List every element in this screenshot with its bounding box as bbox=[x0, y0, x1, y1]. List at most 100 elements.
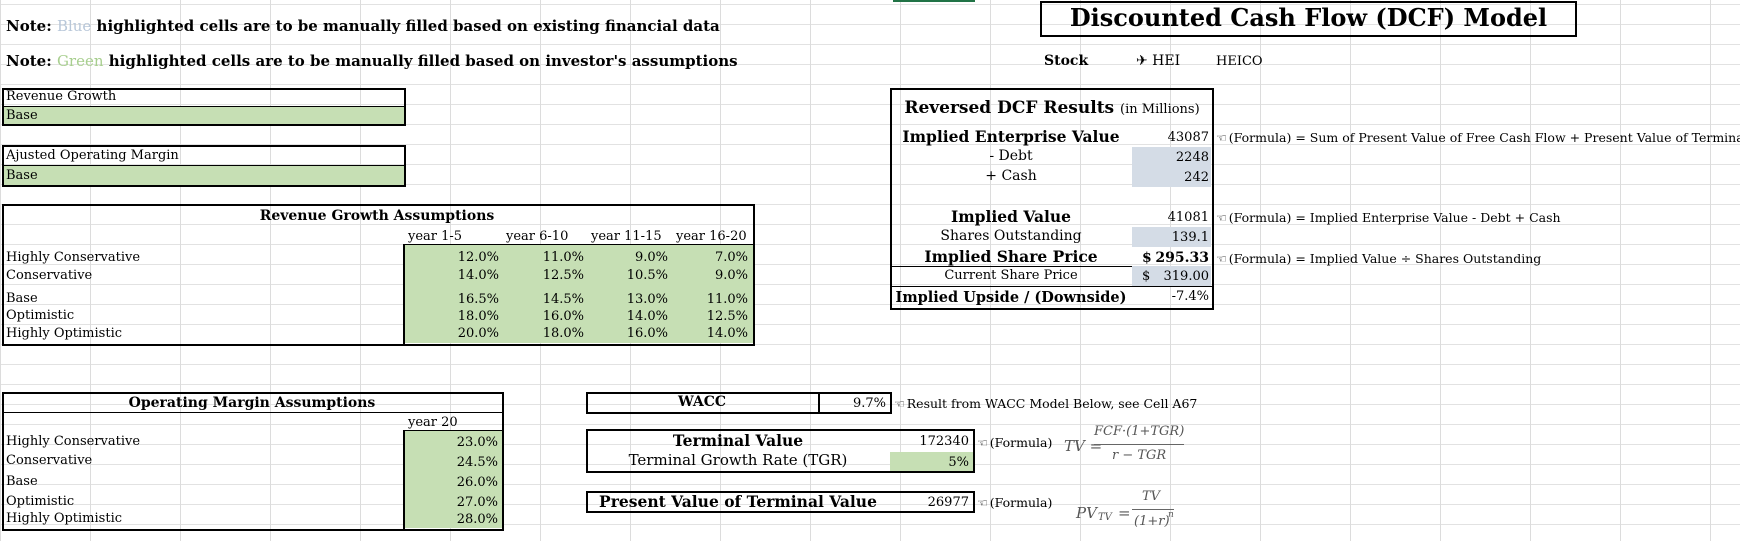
rg-col-2: year 6-10 bbox=[506, 229, 569, 244]
tv-formula: TV = FCF·(1+TGR) r − TGR bbox=[1064, 424, 1185, 463]
isp-label: Implied Share Price bbox=[924, 247, 1098, 266]
csp-dollar: $ bbox=[1142, 269, 1151, 284]
operating-margin-table bbox=[2, 392, 504, 531]
iv-label: Implied Value bbox=[950, 207, 1072, 226]
page-title: Discounted Cash Flow (DCF) Model bbox=[1069, 3, 1548, 32]
om-cell[interactable]: 26.0% bbox=[456, 475, 498, 490]
rg-cell[interactable]: 14.0% bbox=[457, 268, 499, 283]
rg-cell[interactable]: 20.0% bbox=[457, 326, 499, 341]
rg-cell[interactable]: 12.0% bbox=[457, 250, 499, 265]
ev-value[interactable]: 43087 bbox=[1167, 130, 1209, 145]
pointing-hand-icon: ☜ bbox=[1216, 211, 1227, 225]
rg-cell[interactable]: 9.0% bbox=[634, 250, 668, 265]
tgr-label: Terminal Growth Rate (TGR) bbox=[628, 451, 848, 469]
note-green: Note: Green highlighted cells are to be … bbox=[6, 52, 738, 70]
csp-value[interactable]: 319.00 bbox=[1163, 269, 1210, 284]
rg-row-label: Highly Optimistic bbox=[6, 326, 123, 341]
pointing-hand-icon: ☜ bbox=[1216, 252, 1227, 266]
pv-terminal-value[interactable]: 26977 bbox=[927, 495, 969, 510]
pv-formula: PV TV = TV (1+r) n bbox=[1076, 489, 1174, 529]
rg-cell[interactable]: 18.0% bbox=[542, 326, 584, 341]
wacc-value[interactable]: 9.7% bbox=[852, 396, 886, 411]
rg-cell[interactable]: 16.0% bbox=[542, 309, 584, 324]
stock-ticker[interactable]: ✈ HEI bbox=[1136, 53, 1181, 69]
title-box bbox=[1040, 1, 1577, 37]
pv-terminal-box bbox=[586, 491, 975, 513]
revenue-growth-dropdown[interactable]: Base bbox=[6, 108, 38, 123]
wacc-note: ☜ Result from WACC Model Below, see Cell … bbox=[894, 396, 1198, 411]
pointing-hand-icon: ☜ bbox=[977, 436, 988, 450]
rg-cell[interactable]: 14.5% bbox=[542, 292, 584, 307]
om-cell[interactable]: 24.5% bbox=[456, 455, 498, 470]
rg-cell[interactable]: 14.0% bbox=[626, 309, 668, 324]
reversed-dcf-title: Reversed DCF Results (in Millions) bbox=[904, 98, 1200, 118]
pointing-hand-icon: ☜ bbox=[1216, 131, 1227, 145]
rg-row-label: Base bbox=[6, 291, 38, 306]
om-row-label: Optimistic bbox=[6, 494, 75, 509]
om-cell[interactable]: 23.0% bbox=[456, 435, 498, 450]
isp-value[interactable]: 295.33 bbox=[1155, 250, 1209, 266]
revenue-growth-label: Revenue Growth bbox=[6, 89, 117, 104]
rg-cell[interactable]: 13.0% bbox=[626, 292, 668, 307]
operating-margin-green-area bbox=[404, 430, 502, 528]
rg-cell[interactable]: 11.0% bbox=[542, 250, 584, 265]
rg-cell[interactable]: 16.0% bbox=[626, 326, 668, 341]
margin-dropdown[interactable]: Base bbox=[6, 168, 38, 183]
ev-label: Implied Enterprise Value bbox=[902, 127, 1120, 146]
om-cell[interactable]: 28.0% bbox=[456, 512, 498, 527]
rg-col-1: year 1-5 bbox=[408, 229, 463, 244]
note-blue-word: Blue bbox=[56, 17, 92, 35]
debt-value[interactable]: 2248 bbox=[1175, 150, 1209, 165]
om-row-label: Base bbox=[6, 474, 38, 489]
iv-value[interactable]: 41081 bbox=[1167, 210, 1209, 225]
upside-value[interactable]: -7.4% bbox=[1171, 289, 1209, 304]
rg-col-3: year 11-15 bbox=[591, 229, 662, 244]
rg-row-label: Optimistic bbox=[6, 308, 75, 323]
rg-cell[interactable]: 18.0% bbox=[457, 309, 499, 324]
rg-cell[interactable]: 12.5% bbox=[706, 309, 748, 324]
pointing-hand-icon: ☜ bbox=[977, 496, 988, 510]
rg-row-label: Highly Conservative bbox=[6, 250, 141, 265]
pv-terminal-label: Present Value of Terminal Value bbox=[599, 492, 877, 511]
upside-label: Implied Upside / (Downside) bbox=[895, 289, 1127, 306]
revenue-growth-green-area bbox=[404, 244, 753, 343]
rg-row-label: Conservative bbox=[6, 268, 93, 283]
wacc-box bbox=[586, 392, 892, 414]
om-row-label: Highly Conservative bbox=[6, 434, 141, 449]
tgr-value[interactable]: 5% bbox=[948, 455, 969, 470]
cell-selection-marker bbox=[893, 0, 975, 2]
cash-label: + Cash bbox=[985, 168, 1037, 184]
note-green-word: Green bbox=[56, 52, 104, 70]
revenue-growth-title: Revenue Growth Assumptions bbox=[259, 208, 495, 224]
rg-cell[interactable]: 9.0% bbox=[714, 268, 748, 283]
rg-cell[interactable]: 10.5% bbox=[626, 268, 668, 283]
pointing-hand-icon: ☜ bbox=[894, 397, 905, 411]
wacc-label: WACC bbox=[678, 394, 726, 410]
rg-cell[interactable]: 12.5% bbox=[542, 268, 584, 283]
rg-cell[interactable]: 7.0% bbox=[714, 250, 748, 265]
margin-selector bbox=[2, 145, 406, 187]
rg-cell[interactable]: 11.0% bbox=[706, 292, 748, 307]
csp-label: Current Share Price bbox=[944, 268, 1078, 283]
terminal-value-box bbox=[586, 429, 975, 473]
rg-cell[interactable]: 16.5% bbox=[457, 292, 499, 307]
revenue-growth-table bbox=[2, 204, 755, 346]
cash-value[interactable]: 242 bbox=[1184, 170, 1209, 185]
rg-col-4: year 16-20 bbox=[676, 229, 747, 244]
terminal-value-title: Terminal Value bbox=[672, 431, 804, 450]
terminal-value-note: ☜ (Formula) bbox=[977, 435, 1053, 450]
reversed-dcf-box bbox=[890, 88, 1214, 310]
pv-terminal-note: ☜ (Formula) bbox=[977, 495, 1053, 510]
om-col: year 20 bbox=[408, 415, 458, 430]
shares-value[interactable]: 139.1 bbox=[1171, 230, 1209, 245]
revenue-growth-selector bbox=[2, 88, 406, 126]
om-row-label: Highly Optimistic bbox=[6, 511, 123, 526]
ev-note: ☜ (Formula) = Sum of Present Value of Fre… bbox=[1216, 130, 1740, 145]
terminal-value[interactable]: 172340 bbox=[919, 434, 969, 449]
iv-note: ☜ (Formula) = Implied Enterprise Value - … bbox=[1216, 210, 1561, 225]
rg-cell[interactable]: 14.0% bbox=[706, 326, 748, 341]
om-cell[interactable]: 27.0% bbox=[456, 495, 498, 510]
operating-margin-title: Operating Margin Assumptions bbox=[128, 395, 376, 411]
note-blue: Note: Blue highlighted cells are to be m… bbox=[6, 17, 720, 35]
